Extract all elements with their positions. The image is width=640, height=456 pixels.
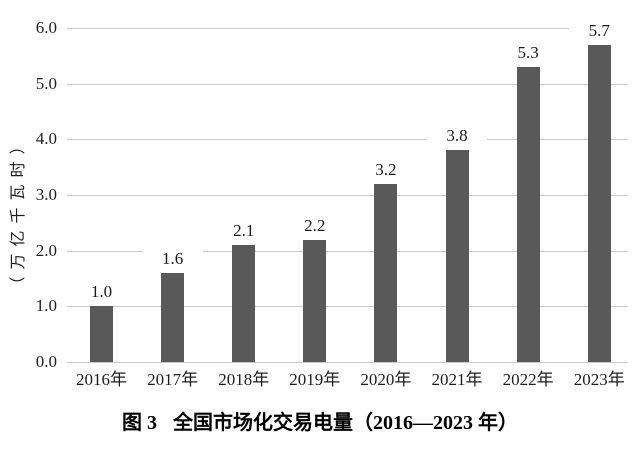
y-axis-tick-label: 6.0 [35, 18, 57, 37]
bar [516, 66, 540, 362]
x-axis-tick-label: 2017年 [147, 370, 199, 389]
y-axis-title: （万亿千瓦时） [10, 131, 27, 293]
y-axis-tick-label: 0.0 [35, 352, 57, 371]
bar-value-label: 1.0 [71, 282, 132, 303]
bar-value-label: 3.8 [427, 126, 487, 147]
gridline [67, 195, 628, 196]
bar-value-label: 3.2 [355, 159, 416, 180]
x-axis-tick-label: 2019年 [289, 370, 341, 389]
bar [232, 245, 256, 362]
bar-value-label: 2.2 [284, 215, 345, 236]
gridline [67, 83, 628, 85]
bar [303, 239, 327, 362]
x-axis-tick-label: 2020年 [360, 370, 412, 389]
bar [90, 306, 113, 362]
bar-value-label: 1.6 [142, 248, 203, 269]
bar-value-label: 5.3 [498, 42, 559, 63]
x-axis-tick-label: 2022年 [502, 370, 554, 389]
y-axis-tick-label: 1.0 [35, 296, 57, 316]
y-axis-tick-label: 4.0 [35, 129, 57, 149]
figure-caption-number: 图 3 [122, 412, 157, 434]
x-axis-tick-label: 2021年 [431, 370, 483, 389]
figure-caption-title: 全国市场化交易电量（2016—2023 年） [173, 412, 518, 434]
gridline [67, 362, 628, 363]
y-axis-tick-label: 3.0 [35, 185, 57, 204]
gridline [67, 306, 628, 308]
bar [374, 183, 398, 362]
bar [161, 272, 185, 362]
y-axis-tick-label: 5.0 [35, 73, 57, 93]
gridline [67, 139, 628, 141]
bar-value-label: 2.1 [213, 221, 274, 242]
bar [445, 150, 469, 362]
x-axis-tick-label: 2023年 [573, 370, 625, 389]
plot-area: 6.0 5.0 4.0 3.0 2.0 1.0 0.0 （万亿千瓦时） 1.0 1.6 2.1 2… [10, 18, 630, 389]
x-axis-tick-label: 2018年 [218, 370, 270, 389]
x-axis-tick-label: 2016年 [76, 370, 127, 389]
y-axis-tick-label: 2.0 [35, 240, 57, 260]
bar [587, 44, 611, 362]
figure-caption: 图 3 全国市场化交易电量（2016—2023 年） [0, 410, 640, 436]
bar-value-label: 5.7 [569, 20, 630, 41]
gridline [67, 28, 628, 29]
gridline [67, 250, 628, 252]
